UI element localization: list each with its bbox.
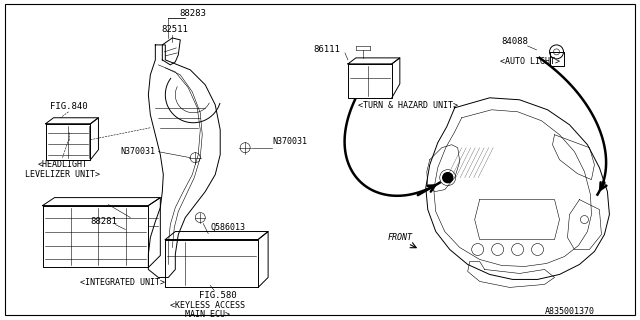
Text: <HEADLIGHT: <HEADLIGHT xyxy=(38,160,88,169)
Text: A835001370: A835001370 xyxy=(545,307,595,316)
Text: 82511: 82511 xyxy=(162,25,189,35)
Text: 86111: 86111 xyxy=(313,45,340,54)
Text: 88281: 88281 xyxy=(90,217,117,226)
Circle shape xyxy=(443,173,452,183)
Text: <TURN & HAZARD UNIT>: <TURN & HAZARD UNIT> xyxy=(358,101,458,110)
Text: <KEYLESS ACCESS: <KEYLESS ACCESS xyxy=(170,301,244,310)
Text: LEVELIZER UNIT>: LEVELIZER UNIT> xyxy=(25,170,100,179)
Text: Q586013: Q586013 xyxy=(210,223,245,232)
Text: N370031: N370031 xyxy=(272,137,307,146)
Text: FIG.580: FIG.580 xyxy=(200,291,237,300)
Text: 84088: 84088 xyxy=(501,37,528,46)
Text: <AUTO LIGHT>: <AUTO LIGHT> xyxy=(500,57,559,66)
Text: FRONT: FRONT xyxy=(388,233,413,242)
Text: MAIN ECU>: MAIN ECU> xyxy=(185,310,230,319)
Text: <INTEGRATED UNIT>: <INTEGRATED UNIT> xyxy=(81,278,166,287)
Text: FIG.840: FIG.840 xyxy=(50,102,87,111)
Text: N370031: N370031 xyxy=(120,147,156,156)
Text: 88283: 88283 xyxy=(180,10,207,19)
